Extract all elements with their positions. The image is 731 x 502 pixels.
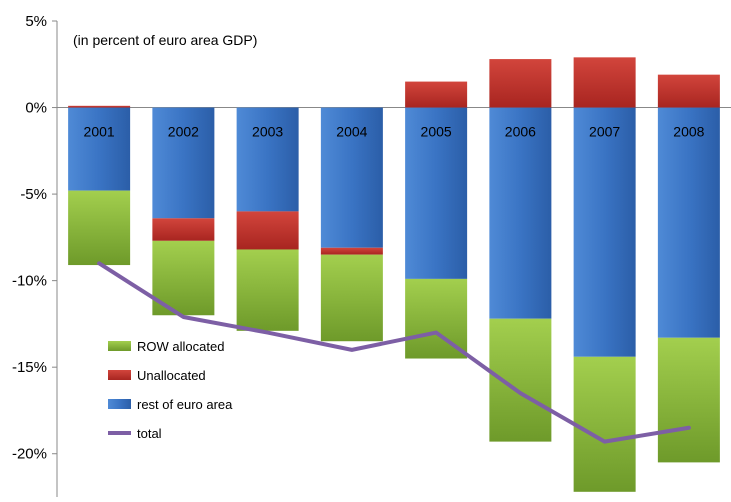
bar-unallocated-2006 [489,59,552,108]
legend-swatch [108,399,131,409]
bar-unallocated-2001 [68,105,131,108]
bar-rest-of-euro-area-2003 [236,107,299,212]
bar-unallocated-2008 [657,74,720,108]
legend-label: ROW allocated [137,339,224,354]
bar-row-allocated-2008 [657,337,720,463]
category-label-2001: 2001 [84,124,115,140]
y-tick-label: -10% [12,273,47,290]
category-label-2007: 2007 [589,124,620,140]
y-tick-label: -5% [20,186,47,203]
legend-item-row-allocated: ROW allocated [108,339,224,354]
legend-item-total: total [108,426,162,441]
category-label-2003: 2003 [252,124,283,140]
y-tick-label: 5% [25,13,47,30]
bar-rest-of-euro-area-2007 [573,107,636,357]
bar-series [68,57,720,492]
bar-unallocated-2004 [320,247,383,255]
legend-label: rest of euro area [137,397,233,412]
legend-swatch [108,370,131,380]
category-label-2005: 2005 [421,124,452,140]
legend-label: total [137,426,162,441]
bar-rest-of-euro-area-2005 [405,107,468,279]
legend-item-rest-of-euro-area: rest of euro area [108,397,233,412]
legend-label: Unallocated [137,368,206,383]
category-label-2002: 2002 [168,124,199,140]
bar-row-allocated-2003 [236,249,299,331]
y-tick-label: -20% [12,446,47,463]
legend-item-unallocated: Unallocated [108,368,206,383]
legend: ROW allocated Unallocated rest of euro are… [108,339,233,441]
bar-rest-of-euro-area-2001 [68,107,131,191]
total-line-series [97,261,691,444]
y-tick-label: 0% [25,100,47,117]
bar-rest-of-euro-area-2002 [152,107,215,219]
bar-unallocated-2002 [152,218,215,241]
bar-row-allocated-2006 [489,318,552,442]
category-labels: 2001 2002 2003 2004 2005 2006 2007 2008 [84,124,705,140]
category-label-2006: 2006 [505,124,536,140]
y-axis: 5% 0% -5% -10% -15% -20% [12,13,731,497]
total-line [97,261,691,444]
bar-rest-of-euro-area-2008 [657,107,720,338]
category-label-2008: 2008 [673,124,704,140]
chart-annotation: (in percent of euro area GDP) [73,32,257,48]
legend-swatch [108,341,131,351]
bar-row-allocated-2007 [573,356,636,492]
bar-unallocated-2007 [573,57,636,108]
bar-row-allocated-2001 [68,190,131,266]
bar-rest-of-euro-area-2006 [489,107,552,319]
y-tick-label: -15% [12,359,47,376]
bar-row-allocated-2004 [320,254,383,342]
category-label-2004: 2004 [336,124,367,140]
bar-unallocated-2003 [236,211,299,250]
bar-unallocated-2005 [405,81,468,108]
bar-rest-of-euro-area-2004 [320,107,383,248]
